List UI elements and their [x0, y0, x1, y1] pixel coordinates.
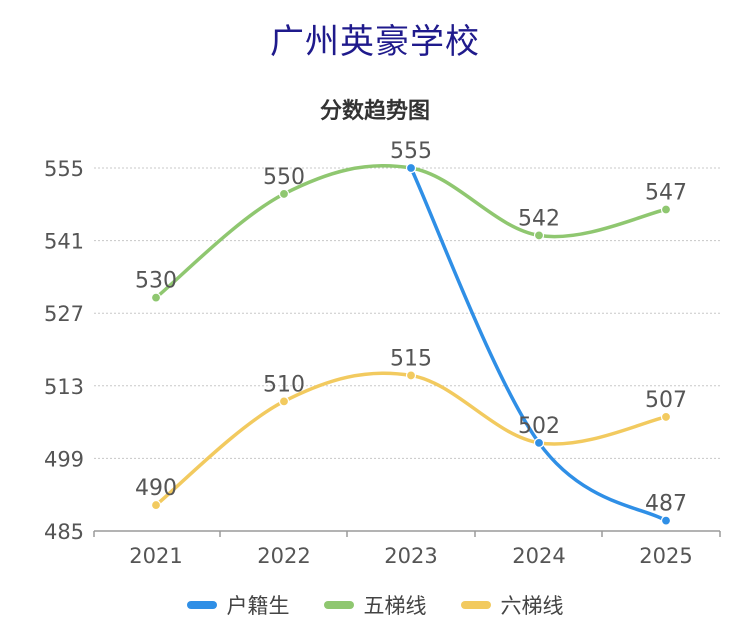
data-label: 507 [645, 388, 687, 413]
data-point [660, 204, 672, 215]
series-line [154, 371, 668, 507]
series-lines [154, 164, 668, 523]
x-tick-label: 2024 [512, 544, 565, 568]
data-label: 547 [645, 180, 687, 205]
y-tick-label: 513 [44, 375, 84, 399]
data-label: 502 [518, 414, 560, 439]
legend-label: 五梯线 [363, 594, 427, 618]
data-label: 490 [135, 476, 177, 501]
data-label: 515 [390, 346, 432, 371]
legend-item[interactable]: 五梯线 [323, 590, 427, 620]
legend-label: 六梯线 [500, 594, 564, 618]
y-tick-label: 555 [44, 157, 84, 181]
x-tick-label: 2021 [129, 544, 182, 568]
chart-legend: 户籍生 五梯线 六梯线 [0, 590, 750, 620]
data-labels: 487 530 550 555 542 547 490 510 515 502 507 [135, 139, 687, 517]
y-tick-label: 541 [44, 230, 84, 254]
data-point [533, 437, 545, 448]
data-label: 550 [263, 165, 305, 190]
x-tick-label: 2022 [257, 544, 310, 568]
x-tick-label: 2025 [639, 544, 692, 568]
data-point [405, 370, 417, 381]
data-points [150, 162, 672, 526]
data-point [278, 396, 290, 407]
data-label: 530 [135, 269, 177, 294]
data-label: 555 [390, 139, 432, 164]
series-line [409, 166, 668, 523]
y-tick-label: 527 [44, 302, 84, 326]
chart-title: 分数趋势图 [319, 99, 430, 124]
data-label: 542 [518, 206, 560, 231]
legend-item[interactable]: 六梯线 [460, 590, 564, 620]
data-point [660, 515, 672, 526]
legend-label: 户籍生 [226, 594, 290, 618]
data-label: 487 [645, 492, 687, 517]
data-point [150, 292, 162, 303]
data-point [278, 188, 290, 200]
x-tick-label: 2023 [384, 544, 437, 568]
data-point [533, 230, 545, 241]
axes: 485 499 513 527 541 555 2021 2022 2023 2024 2025 [44, 157, 721, 568]
gridlines [94, 167, 720, 459]
y-tick-label: 485 [44, 520, 84, 544]
page-title: 广州英豪学校 [270, 22, 480, 62]
legend-swatch [460, 601, 491, 609]
y-tick-label: 499 [44, 447, 84, 471]
legend-item[interactable]: 户籍生 [186, 590, 290, 620]
series-line [154, 164, 668, 300]
legend-swatch [186, 601, 217, 609]
data-label: 510 [263, 372, 305, 397]
data-point [405, 162, 417, 174]
legend-swatch [323, 601, 354, 609]
data-point [150, 499, 162, 511]
data-point [660, 411, 672, 423]
